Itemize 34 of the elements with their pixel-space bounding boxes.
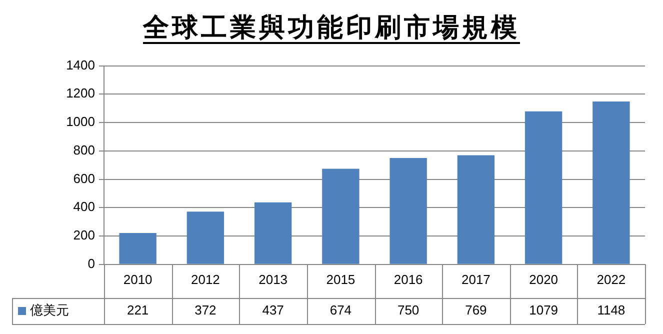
data-label: 1079 — [529, 302, 558, 318]
data-label: 769 — [465, 302, 487, 318]
y-tick-label: 0 — [88, 256, 95, 271]
data-label: 1148 — [597, 302, 626, 318]
y-tick-label: 800 — [73, 142, 95, 158]
data-label: 372 — [194, 302, 216, 318]
x-tick-label: 2013 — [258, 272, 288, 287]
bar — [592, 102, 630, 264]
x-tick-label: 2010 — [123, 272, 152, 287]
chart-title: 全球工業與功能印刷市場規模 — [143, 13, 520, 43]
y-tick-label: 1400 — [66, 57, 95, 72]
y-tick-label: 200 — [73, 228, 95, 243]
data-label: 221 — [126, 302, 149, 318]
y-tick-label: 600 — [73, 170, 95, 186]
y-tick-label: 1000 — [66, 114, 95, 130]
y-tick-label: 400 — [73, 199, 95, 214]
bar — [390, 158, 427, 264]
bar — [322, 168, 360, 264]
data-label: 674 — [330, 302, 352, 318]
x-tick-label: 2017 — [461, 272, 490, 287]
x-tick-label: 2012 — [190, 272, 220, 287]
data-label: 437 — [262, 302, 284, 318]
legend-label: 億美元 — [30, 302, 69, 318]
y-tick-label: 1200 — [66, 86, 95, 101]
bar — [119, 233, 156, 264]
x-tick-label: 2022 — [596, 272, 626, 287]
bar — [457, 155, 495, 264]
x-tick-label: 2020 — [529, 272, 558, 287]
x-tick-label: 2015 — [326, 272, 356, 287]
bar — [524, 111, 562, 264]
x-tick-label: 2016 — [394, 272, 423, 287]
bar — [186, 212, 224, 264]
bar — [254, 202, 292, 264]
data-label: 750 — [397, 302, 420, 318]
